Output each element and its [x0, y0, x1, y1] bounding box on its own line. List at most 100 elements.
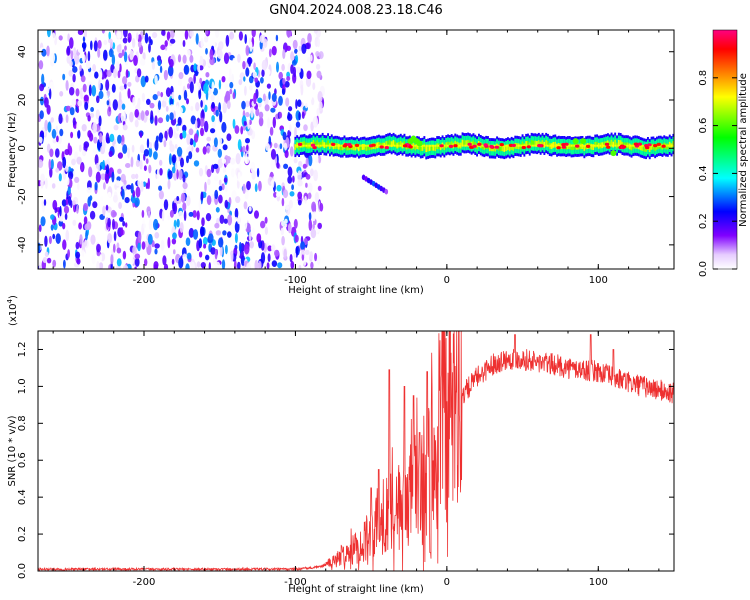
heatmap-cell [583, 145, 586, 151]
heatmap-cell [274, 249, 280, 257]
heatmap-cell [169, 38, 176, 44]
heatmap-cell [596, 141, 599, 148]
heatmap-cell [95, 171, 101, 183]
heatmap-cell [571, 144, 573, 147]
heatmap-cell [198, 198, 202, 211]
heatmap-cell [628, 144, 630, 147]
heatmap-cell [113, 243, 116, 253]
heatmap-cell [46, 143, 51, 153]
heatmap-cell [215, 261, 221, 269]
heatmap-cell [312, 140, 315, 146]
heatmap-cell [113, 124, 119, 131]
heatmap-cell [134, 197, 140, 207]
heatmap-cell [264, 226, 268, 235]
heatmap-cell [537, 140, 540, 146]
heatmap-cell [117, 134, 122, 144]
heatmap-cell [70, 131, 74, 139]
heatmap-cell [238, 241, 242, 254]
heatmap-cell [431, 144, 433, 147]
heatmap-cell [598, 144, 600, 147]
heatmap-cell [184, 30, 189, 40]
heatmap-cell [192, 229, 199, 240]
heatmap-cell [305, 76, 312, 88]
heatmap-cell [124, 197, 130, 204]
heatmap-cell [77, 100, 83, 107]
heatmap-cell [316, 255, 321, 265]
heatmap-cell [203, 83, 209, 95]
heatmap-cell [255, 108, 260, 117]
heatmap-cell [210, 128, 216, 134]
heatmap-cell [144, 75, 149, 83]
heatmap-cell [218, 179, 222, 186]
heatmap-cell [160, 239, 165, 251]
heatmap-cell [45, 177, 48, 189]
heatmap-cell [304, 144, 306, 147]
heatmap-cell [207, 178, 211, 186]
heatmap-cell [247, 121, 250, 130]
heatmap-cell [229, 31, 235, 40]
heatmap-cell [97, 48, 101, 58]
heatmap-cell [318, 51, 324, 60]
heatmap-cell [178, 94, 182, 101]
heatmap-cell [131, 257, 134, 265]
heatmap-cell [637, 142, 642, 146]
heatmap-cell [331, 142, 336, 146]
heatmap-cell [225, 90, 231, 103]
heatmap-cell [104, 172, 110, 184]
heatmap-cell [287, 129, 292, 138]
heatmap-cell [301, 43, 307, 54]
heatmap-cell [463, 140, 466, 147]
heatmap-cell [171, 166, 176, 174]
heatmap-cell [413, 144, 415, 147]
heatmap-cell [211, 101, 215, 109]
heatmap-cell [309, 92, 313, 101]
heatmap-cell [72, 73, 76, 83]
heatmap-cell [217, 148, 222, 158]
heatmap-cell [210, 247, 216, 255]
heatmap-cell [295, 121, 301, 128]
heatmap-cell [150, 110, 154, 121]
heatmap-cell [249, 41, 253, 53]
heatmap-cell [257, 97, 263, 104]
heatmap-cell [125, 163, 131, 168]
heatmap-cell [65, 165, 69, 173]
heatmap-cell [339, 144, 341, 147]
heatmap-cell [205, 213, 212, 222]
heatmap-cell [210, 94, 215, 101]
heatmap-cell [222, 230, 227, 236]
heatmap-cell [132, 245, 137, 256]
heatmap-cell [288, 106, 293, 112]
heatmap-cell [554, 144, 556, 147]
heatmap-cell [153, 151, 158, 160]
heatmap-cell [548, 144, 550, 147]
heatmap-cell [71, 158, 76, 166]
heatmap-cell [225, 244, 228, 255]
heatmap-cell [122, 124, 128, 131]
heatmap-cell [604, 144, 606, 147]
heatmap-cell [112, 99, 119, 111]
x-tick-label: -100 [284, 275, 307, 286]
heatmap-cell [158, 132, 164, 143]
heatmap-cell [91, 254, 96, 265]
heatmap-cell [58, 173, 62, 182]
heatmap-cell [83, 94, 89, 102]
heatmap-cell [340, 144, 343, 147]
heatmap-cell [119, 63, 122, 73]
heatmap-cell [211, 81, 215, 93]
heatmap-cell [88, 166, 93, 178]
heatmap-cell [139, 132, 143, 138]
heatmap-cell [434, 145, 437, 152]
heatmap-cell [311, 97, 315, 106]
heatmap-cell [183, 89, 188, 101]
heatmap-cell [160, 91, 164, 98]
heatmap-cell [198, 238, 203, 249]
heatmap-cell [460, 144, 462, 147]
heatmap-cell [102, 205, 106, 216]
heatmap-cell [572, 138, 579, 145]
heatmap-cell [284, 218, 288, 224]
heatmap-cell [543, 144, 545, 147]
x-tick-label: 100 [589, 577, 608, 588]
heatmap-cell [196, 210, 200, 221]
heatmap-cell [103, 182, 106, 190]
heatmap-cell [202, 237, 208, 246]
